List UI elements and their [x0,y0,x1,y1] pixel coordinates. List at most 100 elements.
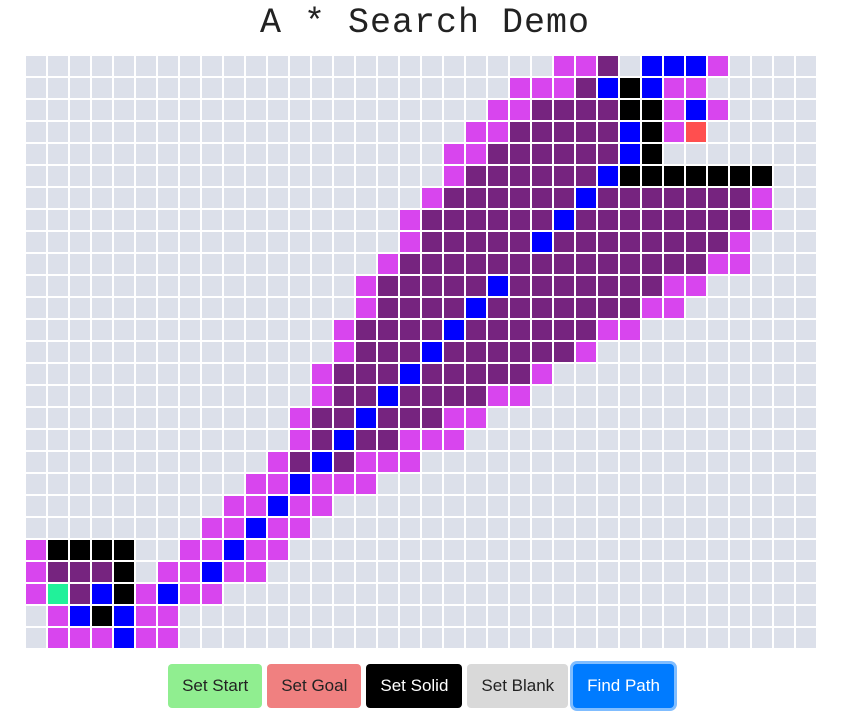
blank-cell[interactable] [355,231,377,253]
blank-cell[interactable] [69,143,91,165]
closed-cell[interactable] [597,209,619,231]
blank-cell[interactable] [289,275,311,297]
blank-cell[interactable] [113,187,135,209]
blank-cell[interactable] [289,319,311,341]
path-cell[interactable] [201,561,223,583]
blank-cell[interactable] [531,429,553,451]
closed-cell[interactable] [377,429,399,451]
blank-cell[interactable] [69,495,91,517]
path-cell[interactable] [619,143,641,165]
blank-cell[interactable] [707,429,729,451]
blank-cell[interactable] [421,77,443,99]
blank-cell[interactable] [399,561,421,583]
closed-cell[interactable] [597,99,619,121]
blank-cell[interactable] [399,187,421,209]
solid-cell[interactable] [619,77,641,99]
blank-cell[interactable] [135,297,157,319]
blank-cell[interactable] [509,627,531,649]
closed-cell[interactable] [355,385,377,407]
blank-cell[interactable] [663,627,685,649]
blank-cell[interactable] [157,253,179,275]
blank-cell[interactable] [377,143,399,165]
blank-cell[interactable] [399,583,421,605]
blank-cell[interactable] [25,429,47,451]
blank-cell[interactable] [135,143,157,165]
closed-cell[interactable] [487,143,509,165]
blank-cell[interactable] [751,143,773,165]
blank-cell[interactable] [113,473,135,495]
closed-cell[interactable] [685,187,707,209]
blank-cell[interactable] [289,143,311,165]
blank-cell[interactable] [113,517,135,539]
blank-cell[interactable] [795,187,817,209]
blank-cell[interactable] [25,341,47,363]
blank-cell[interactable] [289,561,311,583]
closed-cell[interactable] [509,319,531,341]
blank-cell[interactable] [201,165,223,187]
blank-cell[interactable] [179,385,201,407]
blank-cell[interactable] [355,495,377,517]
blank-cell[interactable] [157,231,179,253]
blank-cell[interactable] [773,99,795,121]
closed-cell[interactable] [509,253,531,275]
open-cell[interactable] [47,605,69,627]
blank-cell[interactable] [751,121,773,143]
blank-cell[interactable] [465,539,487,561]
blank-cell[interactable] [795,275,817,297]
blank-cell[interactable] [619,539,641,561]
blank-cell[interactable] [795,627,817,649]
blank-cell[interactable] [113,99,135,121]
blank-cell[interactable] [69,341,91,363]
blank-cell[interactable] [377,561,399,583]
blank-cell[interactable] [201,121,223,143]
blank-cell[interactable] [245,363,267,385]
blank-cell[interactable] [245,297,267,319]
blank-cell[interactable] [91,517,113,539]
blank-cell[interactable] [135,539,157,561]
blank-cell[interactable] [399,495,421,517]
closed-cell[interactable] [575,319,597,341]
closed-cell[interactable] [685,253,707,275]
blank-cell[interactable] [641,385,663,407]
solid-cell[interactable] [641,165,663,187]
closed-cell[interactable] [465,231,487,253]
blank-cell[interactable] [135,319,157,341]
blank-cell[interactable] [355,539,377,561]
closed-cell[interactable] [509,187,531,209]
blank-cell[interactable] [179,429,201,451]
blank-cell[interactable] [553,429,575,451]
blank-cell[interactable] [289,539,311,561]
blank-cell[interactable] [245,407,267,429]
blank-cell[interactable] [289,55,311,77]
blank-cell[interactable] [355,627,377,649]
closed-cell[interactable] [289,451,311,473]
blank-cell[interactable] [91,363,113,385]
blank-cell[interactable] [487,517,509,539]
blank-cell[interactable] [91,451,113,473]
blank-cell[interactable] [641,473,663,495]
blank-cell[interactable] [443,99,465,121]
blank-cell[interactable] [531,561,553,583]
blank-cell[interactable] [47,297,69,319]
blank-cell[interactable] [179,407,201,429]
blank-cell[interactable] [729,121,751,143]
blank-cell[interactable] [47,385,69,407]
blank-cell[interactable] [201,319,223,341]
solid-cell[interactable] [619,99,641,121]
open-cell[interactable] [751,187,773,209]
blank-cell[interactable] [465,99,487,121]
open-cell[interactable] [465,121,487,143]
open-cell[interactable] [531,363,553,385]
path-cell[interactable] [443,319,465,341]
blank-cell[interactable] [773,341,795,363]
blank-cell[interactable] [179,451,201,473]
blank-cell[interactable] [597,495,619,517]
blank-cell[interactable] [333,495,355,517]
closed-cell[interactable] [575,77,597,99]
blank-cell[interactable] [267,209,289,231]
blank-cell[interactable] [179,55,201,77]
open-cell[interactable] [707,55,729,77]
blank-cell[interactable] [113,121,135,143]
path-cell[interactable] [531,231,553,253]
blank-cell[interactable] [795,253,817,275]
